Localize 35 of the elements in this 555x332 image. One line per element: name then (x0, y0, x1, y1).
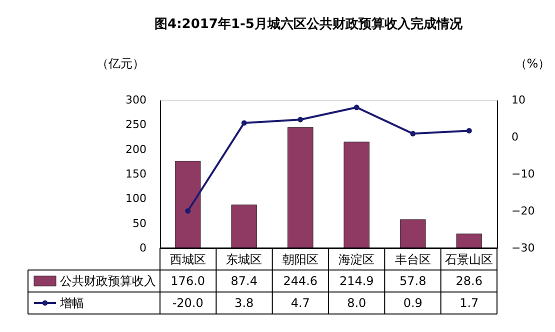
data-label: 8.0 (347, 296, 366, 310)
y-tick-label: 250 (126, 118, 146, 132)
chart-title: 图4:2017年1-5月城六区公共财政预算收入完成情况 (154, 16, 464, 32)
x-tick-label: 东城区 (226, 252, 262, 266)
y2-tick-label: 0 (512, 130, 518, 144)
legend-label: 公共财政预算收入 (60, 274, 156, 288)
legend-label: 增幅 (59, 296, 84, 310)
data-label: 214.9 (339, 274, 374, 288)
data-label: 3.8 (234, 296, 254, 310)
x-tick-label: 海淀区 (338, 252, 375, 266)
data-label: 244.6 (283, 274, 318, 288)
x-tick-label: 朝阳区 (282, 252, 318, 266)
y2-tick-label: −20 (512, 204, 535, 218)
data-label: -20.0 (172, 296, 204, 310)
y-tick-label: 200 (126, 142, 146, 156)
x-tick-label: 石景山区 (445, 252, 494, 266)
data-label: 4.7 (290, 296, 310, 310)
data-label: 28.6 (456, 274, 483, 288)
y2-tick-label: −10 (512, 168, 535, 180)
data-label: 1.7 (460, 296, 479, 310)
data-label: 0.9 (403, 296, 422, 310)
y-tick-label: 300 (126, 94, 146, 106)
y2-tick-label: 10 (512, 94, 526, 106)
y2-axis-title: （%） (514, 56, 550, 70)
y-tick-label: 150 (126, 168, 146, 180)
y2-tick-label: −30 (512, 242, 535, 254)
y-tick-label: 100 (126, 192, 146, 206)
data-label: 87.4 (230, 274, 258, 288)
data-label: 176.0 (170, 274, 206, 288)
x-tick-label: 西城区 (170, 252, 206, 266)
x-tick-label: 丰台区 (394, 252, 431, 266)
y-tick-label: 50 (132, 216, 146, 230)
y-tick-label: 0 (140, 242, 146, 254)
y-axis-title: （亿元） (96, 56, 144, 70)
data-label: 57.8 (400, 274, 426, 288)
